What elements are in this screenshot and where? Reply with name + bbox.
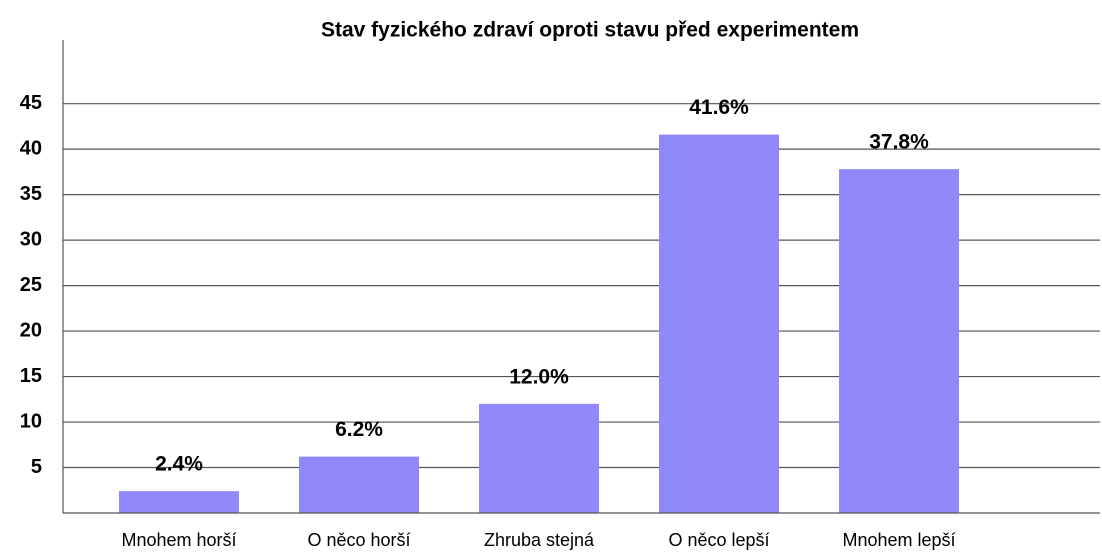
chart-title: Stav fyzického zdraví oproti stavu před … [321,19,859,42]
bar [479,403,599,513]
bar [839,169,959,513]
x-tick-label: O něco lepší [668,530,769,550]
bar [119,491,239,513]
y-tick-label: 40 [20,137,42,159]
y-tick-label: 35 [20,183,42,205]
value-label: 12.0% [509,365,569,388]
y-tick-label: 5 [31,456,42,478]
y-tick-label: 10 [20,410,42,432]
y-tick-label: 15 [20,365,42,387]
x-tick-label: O něco horší [307,530,410,550]
y-tick-label: 45 [20,92,42,114]
x-tick-label: Mnohem horší [121,530,236,550]
value-label: 41.6% [689,96,749,119]
y-tick-label: 25 [20,274,42,296]
y-tick-label: 20 [20,319,42,341]
y-tick-label: 30 [20,228,42,250]
x-tick-label: Zhruba stejná [484,530,595,550]
x-tick-label: Mnohem lepší [842,530,955,550]
bar [659,134,779,513]
value-label: 2.4% [155,453,203,476]
bar [299,456,419,513]
value-label: 37.8% [869,131,929,154]
value-label: 6.2% [335,418,383,441]
